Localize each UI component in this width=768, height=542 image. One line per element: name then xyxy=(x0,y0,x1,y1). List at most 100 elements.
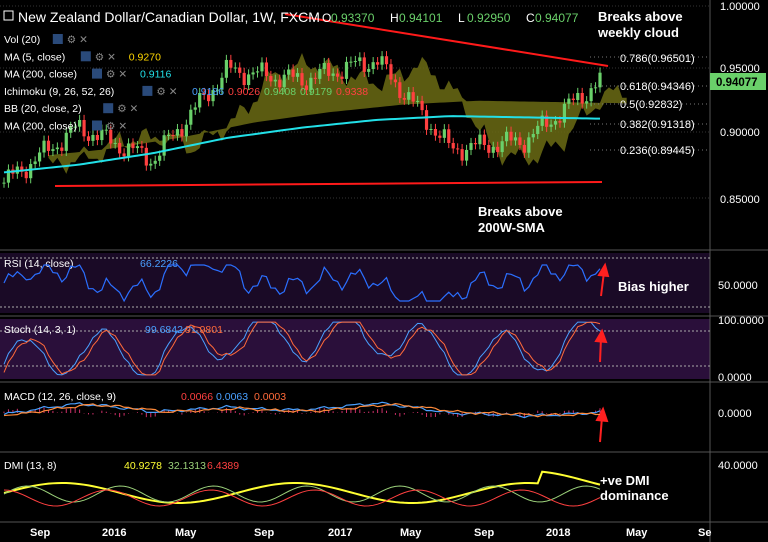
visibility-icon[interactable] xyxy=(92,120,102,131)
candle-body xyxy=(149,163,153,166)
macd-v2: 0.0063 xyxy=(216,391,248,403)
candle-body xyxy=(24,171,28,179)
candle-body xyxy=(402,97,406,100)
candle-body xyxy=(211,90,215,102)
candle-body xyxy=(531,133,535,138)
candle-body xyxy=(238,67,242,73)
ohlc-value-o: 0.93370 xyxy=(331,11,375,25)
candle-body xyxy=(282,74,286,88)
cloud-area xyxy=(48,52,627,174)
x-tick-0: Sep xyxy=(30,527,50,539)
rsi-label: RSI (14, close) xyxy=(4,258,73,270)
candle-body xyxy=(78,119,82,127)
candle-body xyxy=(318,68,322,79)
collapse-icon[interactable] xyxy=(3,10,14,21)
stoch-k-line xyxy=(3,321,601,376)
price-tick-3: 0.90000 xyxy=(720,127,760,139)
candle-body xyxy=(69,126,73,133)
legend-label-5: MA (200, close) xyxy=(4,121,77,133)
candle-body xyxy=(220,77,224,90)
candle-body xyxy=(536,125,540,134)
candle-body xyxy=(509,131,513,141)
dmi-axis-40: 40.0000 xyxy=(718,460,758,472)
candle-body xyxy=(51,149,55,151)
candle-body xyxy=(349,61,353,63)
candle-body xyxy=(598,72,602,88)
candle-body xyxy=(82,119,86,137)
candle-body xyxy=(362,57,366,72)
settings-icon[interactable]: ⚙ ✕ xyxy=(106,69,127,81)
candle-body xyxy=(131,143,135,149)
legend-value-3-4: 0.9338 xyxy=(336,86,368,98)
stoch-axis-0: 0.0000 xyxy=(718,372,752,384)
candle-body xyxy=(20,166,24,172)
settings-icon[interactable]: ⚙ ✕ xyxy=(117,103,138,115)
candle-body xyxy=(100,129,104,141)
candle-body xyxy=(460,149,464,161)
candle-body xyxy=(60,147,64,151)
visibility-icon[interactable] xyxy=(52,34,63,44)
ohlc-value-l: 0.92950 xyxy=(467,11,511,25)
candle-body xyxy=(255,71,260,73)
fib-382: 0.382(0.91318) xyxy=(620,119,695,131)
candle-body xyxy=(558,121,562,123)
candle-body xyxy=(247,74,251,86)
candle-body xyxy=(91,134,95,141)
dmi-v1: 40.9278 xyxy=(124,460,162,472)
candle-body xyxy=(398,82,402,98)
candle-body xyxy=(571,98,575,101)
x-tick-5: 2017 xyxy=(328,527,352,539)
candle-body xyxy=(456,148,460,150)
visibility-icon[interactable] xyxy=(103,103,114,114)
candle-body xyxy=(37,152,42,162)
dmi-plus-line xyxy=(3,485,601,503)
candle-body xyxy=(273,79,277,82)
candle-body xyxy=(229,59,233,68)
legend-value-2-0: 0.9116 xyxy=(140,69,171,81)
candle-body xyxy=(42,140,46,153)
stoch-label: Stoch (14, 3, 1) xyxy=(4,324,76,336)
candle-body xyxy=(358,57,362,62)
dmi-v2: 32.1313 xyxy=(168,460,206,472)
candle-body xyxy=(447,129,451,143)
candle-body xyxy=(585,101,589,104)
settings-icon[interactable]: ⚙ ✕ xyxy=(95,51,116,63)
candle-body xyxy=(33,161,37,165)
x-tick-4: Sep xyxy=(254,527,274,539)
x-tick-3: May xyxy=(175,527,197,539)
candle-body xyxy=(438,135,442,138)
candle-body xyxy=(491,146,495,153)
candle-body xyxy=(344,61,349,79)
legend-value-3-2: 0.9408 xyxy=(264,86,296,98)
candle-body xyxy=(567,98,571,104)
candle-body xyxy=(126,143,131,157)
candle-body xyxy=(376,62,380,65)
candle-body xyxy=(478,134,482,145)
visibility-icon[interactable] xyxy=(80,51,91,62)
candle-body xyxy=(322,63,326,69)
symbol-title: New Zealand Dollar/Canadian Dollar, 1W, … xyxy=(18,9,320,25)
settings-icon[interactable]: ⚙ ✕ xyxy=(67,34,88,46)
candle-body xyxy=(29,164,33,179)
ohlc-key-h: H xyxy=(390,11,399,25)
candle-body xyxy=(545,115,549,127)
visibility-icon[interactable] xyxy=(92,68,102,79)
x-tick-6: May xyxy=(400,527,422,539)
visibility-icon[interactable] xyxy=(142,85,153,96)
settings-icon[interactable]: ⚙ ✕ xyxy=(156,86,177,98)
current-price-badge xyxy=(710,73,766,90)
settings-icon[interactable]: ⚙ ✕ xyxy=(106,121,127,133)
x-tick-7: Sep xyxy=(474,527,494,539)
candle-body xyxy=(380,56,384,65)
candle-body xyxy=(2,182,6,184)
candle-body xyxy=(109,129,113,144)
candle-body xyxy=(198,92,202,108)
dmi-minus-line xyxy=(3,489,601,507)
candle-body xyxy=(184,124,188,137)
price-tick-4: 0.85000 xyxy=(720,194,760,206)
candle-body xyxy=(464,149,469,161)
legend-value-3-1: 0.9026 xyxy=(228,86,260,98)
candle-body xyxy=(206,94,211,102)
